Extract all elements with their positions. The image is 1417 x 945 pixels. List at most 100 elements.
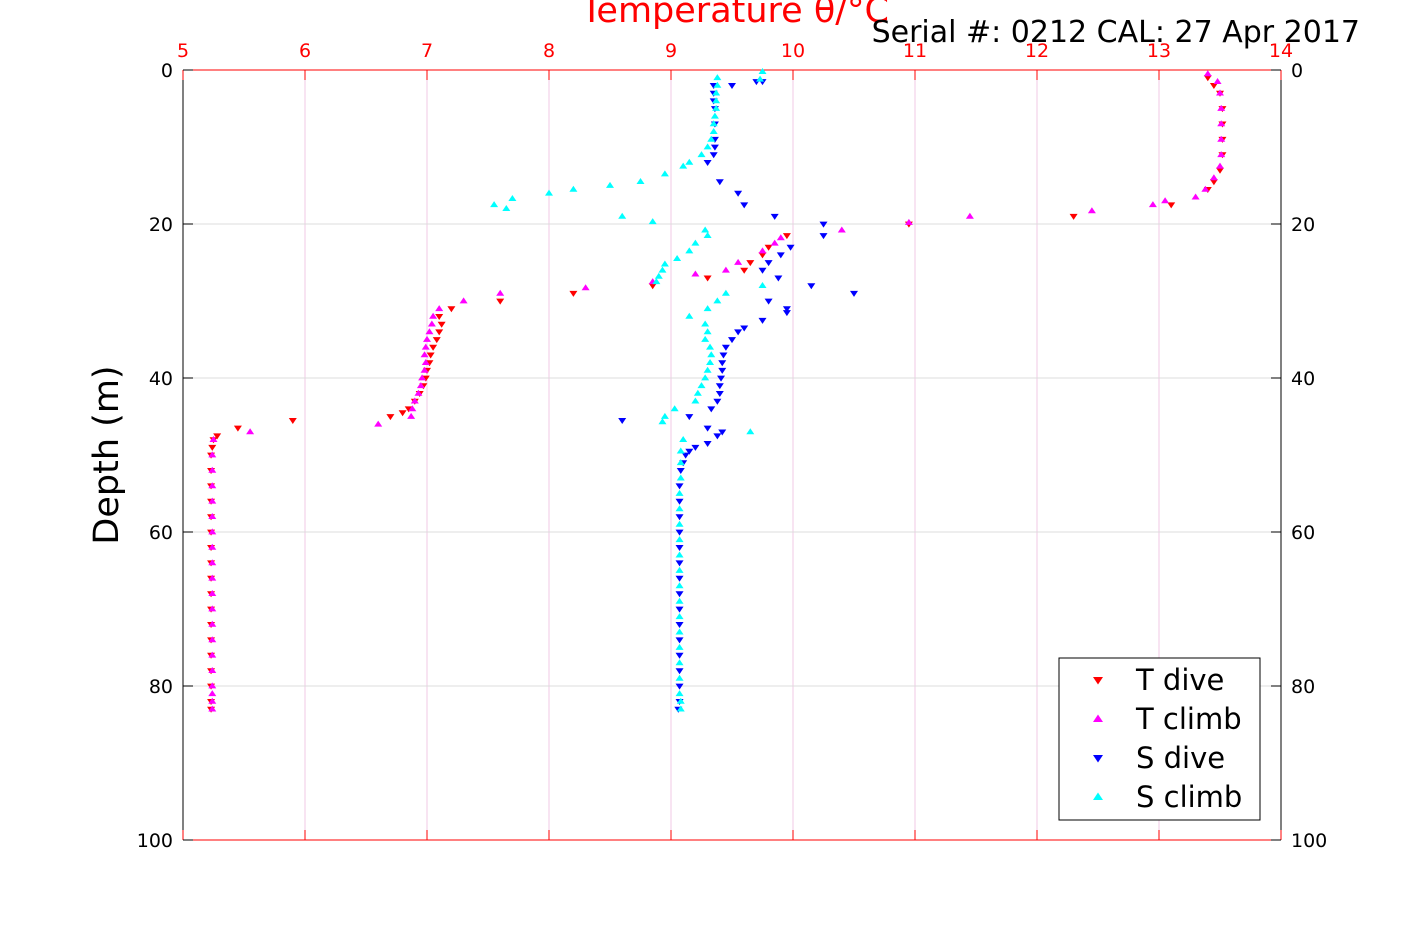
t-climb-point <box>208 705 217 712</box>
s-climb-point <box>756 75 765 82</box>
t-climb-point <box>965 212 974 219</box>
x-tick-label: 8 <box>543 40 555 62</box>
s-dive-point <box>618 417 627 424</box>
s-dive-point <box>685 414 694 421</box>
t-dive-point <box>288 417 297 424</box>
t-climb-point <box>414 389 423 396</box>
s-climb-point <box>502 205 511 211</box>
t-dive-point <box>782 233 791 240</box>
s-climb-point <box>675 613 684 620</box>
x-tick-label: 6 <box>299 40 311 62</box>
s-climb-point <box>660 170 669 177</box>
t-climb-point <box>691 270 700 277</box>
t-climb-point <box>1201 185 1210 192</box>
y-tick-label-right: 40 <box>1291 368 1315 390</box>
s-climb-point <box>706 343 715 350</box>
s-climb-point <box>758 282 767 288</box>
t-climb-point <box>208 466 217 473</box>
y-tick-label-right: 80 <box>1291 676 1315 698</box>
s-climb-point <box>676 459 685 466</box>
t-climb-point <box>208 682 217 689</box>
t-dive-point <box>398 410 407 417</box>
s-climb-point <box>697 151 706 158</box>
t-climb-point <box>208 636 217 643</box>
s-climb-point <box>710 112 719 119</box>
s-dive-point <box>675 637 684 644</box>
s-dive-point <box>675 545 684 551</box>
s-dive-point <box>675 498 684 505</box>
s-climb-point <box>675 690 684 697</box>
s-climb-point <box>660 260 669 267</box>
t-climb-point <box>208 590 217 596</box>
t-climb-point <box>459 297 468 304</box>
t-dive-point <box>435 314 444 320</box>
x-tick-label: 7 <box>421 40 433 62</box>
s-climb-point <box>490 201 499 208</box>
t-dive-point <box>429 344 438 351</box>
s-dive-point <box>709 152 718 159</box>
s-dive-point <box>675 668 684 675</box>
t-climb-point <box>208 697 217 704</box>
t-dive-point <box>435 329 444 336</box>
t-climb-point <box>904 218 913 225</box>
t-climb-point <box>420 351 429 358</box>
t-dive-point <box>1167 202 1176 209</box>
s-climb-point <box>675 597 684 604</box>
s-dive-point <box>819 221 828 228</box>
s-climb-point <box>706 359 715 365</box>
s-dive-point <box>786 244 795 251</box>
s-dive-point <box>685 448 694 455</box>
t-climb-point <box>427 320 436 327</box>
s-climb-point <box>676 705 685 712</box>
t-climb-point <box>1191 193 1200 200</box>
x-tick-label: 12 <box>1025 40 1049 62</box>
t-climb-point <box>1203 70 1212 77</box>
legend-marker-s-dive <box>1093 755 1103 763</box>
t-dive-point <box>758 252 767 259</box>
s-climb-point <box>675 489 684 496</box>
s-climb-point <box>712 89 721 96</box>
t-climb-point <box>374 420 383 427</box>
s-climb-point <box>701 320 710 327</box>
t-dive-point <box>703 275 712 282</box>
t-climb-point <box>208 690 217 697</box>
t-climb-point <box>208 667 217 673</box>
s-climb-point <box>658 418 667 425</box>
s-dive-point <box>675 575 684 582</box>
t-climb-point <box>410 397 419 404</box>
t-climb-point <box>418 374 427 381</box>
s-dive-point <box>675 591 684 598</box>
s-dive-point <box>691 444 700 451</box>
s-climb-point <box>713 297 722 304</box>
t-dive-point <box>1069 213 1078 220</box>
s-climb-point <box>691 397 700 404</box>
s-climb-point <box>508 194 517 201</box>
s-climb-point <box>660 412 669 419</box>
s-dive-point <box>715 179 724 186</box>
s-climb-point <box>675 643 684 650</box>
s-dive-point <box>703 441 712 448</box>
s-dive-point <box>713 398 722 405</box>
s-climb-point <box>701 226 710 233</box>
t-climb-point <box>208 513 217 519</box>
s-dive-point <box>718 360 727 367</box>
s-dive-point <box>850 290 858 297</box>
s-climb-point <box>676 447 685 454</box>
s-climb-point <box>691 239 700 246</box>
t-climb-point <box>1148 201 1157 208</box>
y-tick-label-right: 60 <box>1291 522 1315 544</box>
t-dive-point <box>496 298 505 305</box>
legend-label-t-climb: T climb <box>1135 702 1242 736</box>
legend: T dive T climb S dive S climb <box>1058 657 1261 821</box>
s-climb-point <box>758 67 767 74</box>
x-tick-label: 11 <box>903 40 927 62</box>
s-climb-point <box>648 218 657 225</box>
s-climb-point <box>703 328 712 335</box>
x-tick-label: 13 <box>1147 40 1171 62</box>
s-dive-point <box>770 213 779 220</box>
s-dive-point <box>715 383 724 390</box>
t-climb-point <box>1161 197 1170 204</box>
y-tick-label-left: 80 <box>149 676 173 698</box>
s-dive-point <box>819 233 828 240</box>
